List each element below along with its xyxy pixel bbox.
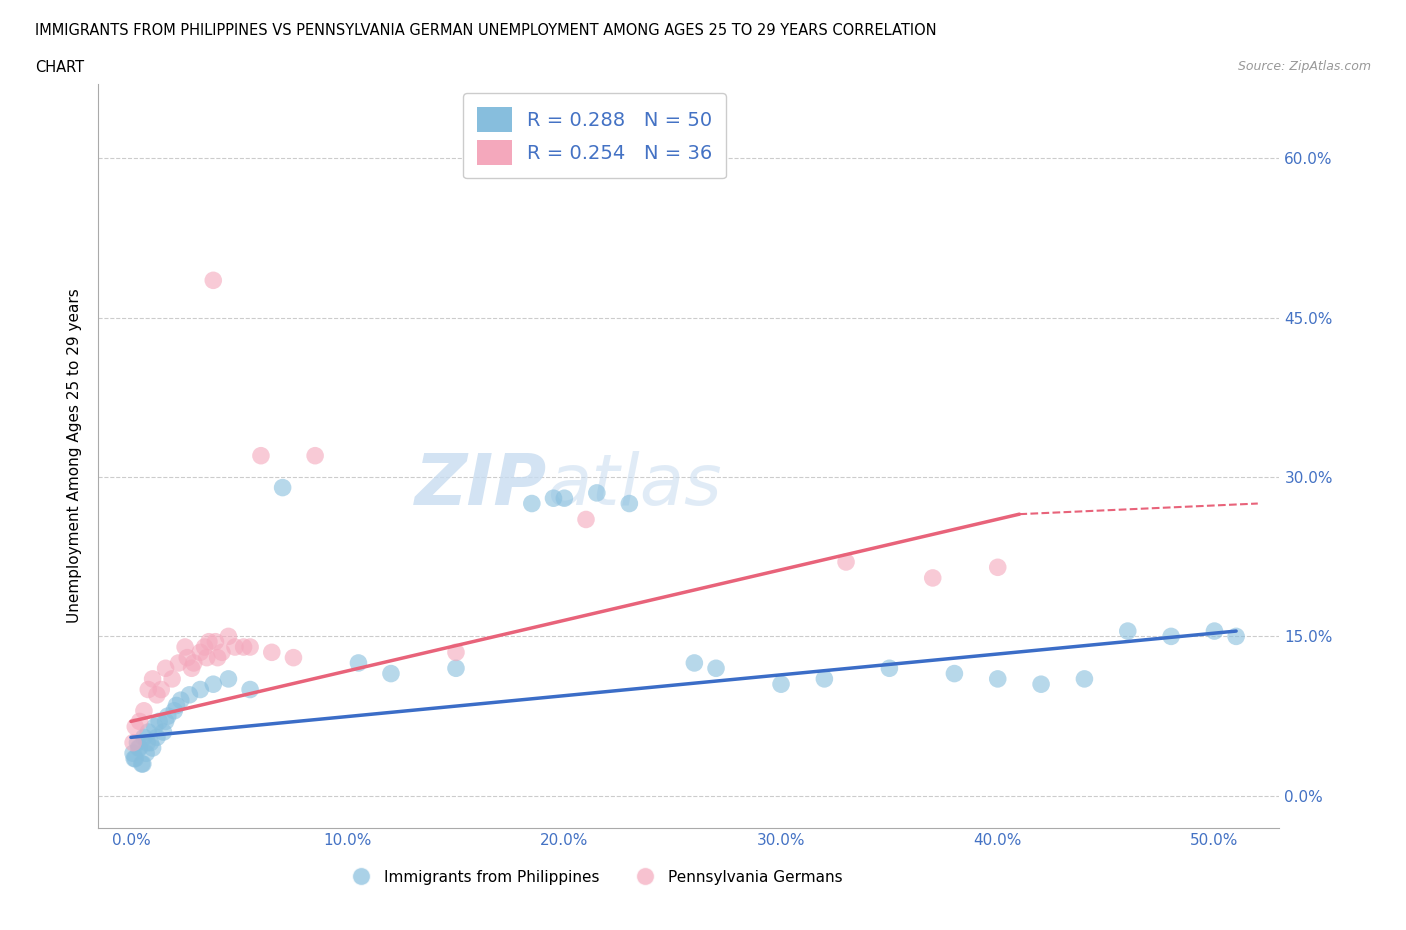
Point [198, 634, 221, 649]
Text: ZIP: ZIP [415, 451, 547, 520]
Text: CHART: CHART [35, 60, 84, 75]
Point [217, 629, 239, 644]
Point [160, 671, 183, 686]
Point [921, 570, 943, 585]
Point [207, 650, 229, 665]
Point [142, 740, 165, 755]
Y-axis label: Unemployment Among Ages 25 to 29 years: Unemployment Among Ages 25 to 29 years [66, 288, 82, 623]
Point [188, 644, 211, 659]
Legend: Immigrants from Philippines, Pennsylvania Germans: Immigrants from Philippines, Pennsylvani… [340, 864, 849, 891]
Point [260, 644, 283, 659]
Point [224, 640, 246, 655]
Point [136, 724, 159, 739]
Point [127, 736, 149, 751]
Point [879, 661, 901, 676]
Point [124, 719, 146, 734]
Point [520, 496, 543, 511]
Point [835, 554, 858, 569]
Point [943, 666, 966, 681]
Point [122, 736, 145, 751]
Point [204, 634, 226, 649]
Point [444, 644, 467, 659]
Point [380, 666, 402, 681]
Point [211, 644, 233, 659]
Text: IMMIGRANTS FROM PHILIPPINES VS PENNSYLVANIA GERMAN UNEMPLOYMENT AMONG AGES 25 TO: IMMIGRANTS FROM PHILIPPINES VS PENNSYLVA… [35, 23, 936, 38]
Point [217, 671, 239, 686]
Point [155, 714, 177, 729]
Point [1225, 629, 1247, 644]
Point [163, 703, 186, 718]
Point [250, 448, 273, 463]
Point [128, 714, 150, 729]
Point [194, 640, 217, 655]
Point [146, 730, 169, 745]
Point [146, 687, 169, 702]
Point [347, 656, 370, 671]
Point [1029, 677, 1052, 692]
Point [619, 496, 641, 511]
Point [139, 736, 162, 751]
Point [183, 656, 205, 671]
Point [1073, 671, 1095, 686]
Point [155, 661, 177, 676]
Point [176, 650, 198, 665]
Point [195, 650, 218, 665]
Point [232, 640, 254, 655]
Point [132, 730, 155, 745]
Point [188, 682, 211, 697]
Point [304, 448, 326, 463]
Point [683, 656, 706, 671]
Point [283, 650, 305, 665]
Point [987, 560, 1010, 575]
Point [180, 661, 202, 676]
Point [1204, 624, 1226, 639]
Text: atlas: atlas [547, 451, 721, 520]
Point [553, 491, 575, 506]
Point [1116, 624, 1139, 639]
Point [128, 740, 150, 755]
Point [132, 756, 155, 771]
Point [156, 709, 179, 724]
Point [143, 719, 166, 734]
Point [202, 272, 225, 287]
Point [136, 736, 159, 751]
Point [136, 682, 159, 697]
Point [585, 485, 607, 500]
Point [813, 671, 835, 686]
Point [152, 724, 174, 739]
Point [122, 746, 145, 761]
Point [704, 661, 727, 676]
Point [148, 714, 170, 729]
Point [170, 693, 193, 708]
Point [135, 746, 157, 761]
Point [543, 491, 565, 506]
Point [165, 698, 187, 713]
Point [142, 671, 165, 686]
Point [1160, 629, 1182, 644]
Point [575, 512, 598, 527]
Point [150, 682, 173, 697]
Point [167, 656, 190, 671]
Point [271, 480, 294, 495]
Point [179, 687, 201, 702]
Point [444, 661, 467, 676]
Text: Source: ZipAtlas.com: Source: ZipAtlas.com [1237, 60, 1371, 73]
Point [770, 677, 793, 692]
Point [987, 671, 1010, 686]
Point [239, 682, 262, 697]
Point [132, 703, 155, 718]
Point [122, 751, 145, 766]
Point [124, 751, 146, 766]
Point [131, 756, 153, 771]
Point [174, 640, 197, 655]
Point [239, 640, 262, 655]
Point [202, 677, 225, 692]
Point [128, 740, 150, 755]
